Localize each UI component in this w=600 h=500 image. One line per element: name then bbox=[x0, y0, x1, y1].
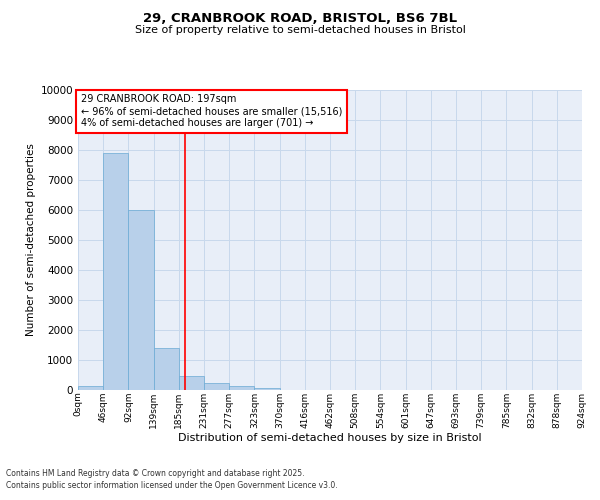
X-axis label: Distribution of semi-detached houses by size in Bristol: Distribution of semi-detached houses by … bbox=[178, 434, 482, 444]
Bar bbox=[229, 386, 254, 390]
Text: 29, CRANBROOK ROAD, BRISTOL, BS6 7BL: 29, CRANBROOK ROAD, BRISTOL, BS6 7BL bbox=[143, 12, 457, 26]
Text: Contains HM Land Registry data © Crown copyright and database right 2025.: Contains HM Land Registry data © Crown c… bbox=[6, 468, 305, 477]
Bar bbox=[103, 153, 128, 390]
Text: 29 CRANBROOK ROAD: 197sqm
← 96% of semi-detached houses are smaller (15,516)
4% : 29 CRANBROOK ROAD: 197sqm ← 96% of semi-… bbox=[80, 94, 342, 128]
Text: Size of property relative to semi-detached houses in Bristol: Size of property relative to semi-detach… bbox=[134, 25, 466, 35]
Bar bbox=[179, 376, 204, 390]
Text: Contains public sector information licensed under the Open Government Licence v3: Contains public sector information licen… bbox=[6, 481, 338, 490]
Bar bbox=[154, 348, 179, 390]
Y-axis label: Number of semi-detached properties: Number of semi-detached properties bbox=[26, 144, 37, 336]
Bar bbox=[78, 386, 103, 390]
Bar bbox=[128, 210, 154, 390]
Bar bbox=[254, 388, 280, 390]
Bar bbox=[204, 384, 229, 390]
